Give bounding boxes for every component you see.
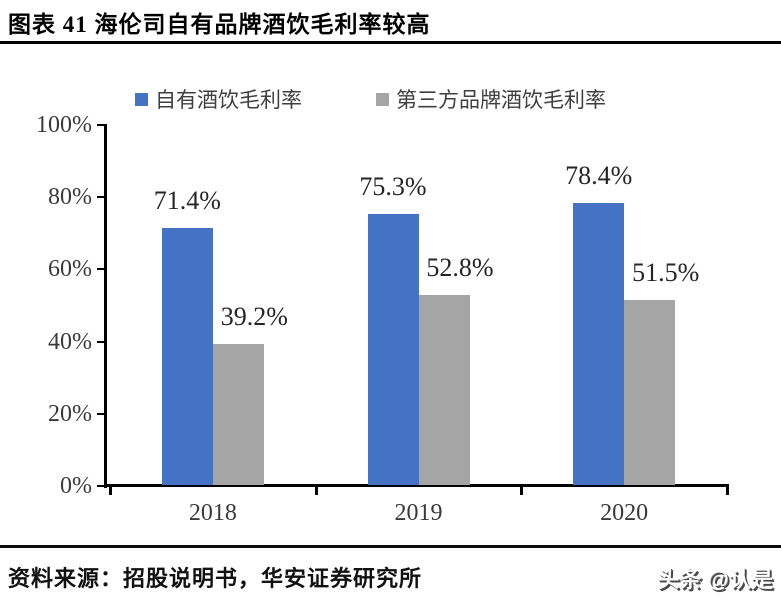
bar-value-label: 51.5%	[632, 258, 700, 287]
y-axis-line	[104, 125, 107, 488]
bar-value-label: 78.4%	[565, 161, 633, 190]
y-axis-tick	[97, 268, 107, 271]
y-axis-tick-label: 100%	[36, 112, 92, 138]
bar-自有酒饮毛利率-2019	[367, 214, 419, 485]
watermark: 头条 @认是	[657, 567, 773, 592]
y-axis-tick-label: 0%	[60, 473, 92, 499]
x-axis-tick	[520, 487, 524, 495]
x-axis-category-label: 2019	[394, 500, 443, 526]
bar-value-label: 75.3%	[359, 172, 427, 201]
bar-第三方品牌酒饮毛利率-2018	[212, 344, 264, 485]
chart-legend: 自有酒饮毛利率 第三方品牌酒饮毛利率	[135, 84, 606, 114]
y-axis-tick-label: 40%	[48, 328, 92, 355]
bar-value-label: 39.2%	[220, 302, 288, 331]
y-axis-tick	[97, 412, 107, 415]
legend-item: 自有酒饮毛利率	[135, 84, 302, 114]
bar-value-label: 71.4%	[153, 186, 221, 215]
x-axis-line	[104, 484, 729, 487]
legend-item: 第三方品牌酒饮毛利率	[376, 84, 606, 114]
legend-swatch-icon	[376, 92, 389, 106]
bar-第三方品牌酒饮毛利率-2020	[624, 300, 676, 485]
legend-label: 第三方品牌酒饮毛利率	[396, 88, 606, 112]
legend-label: 自有酒饮毛利率	[155, 88, 302, 112]
y-axis-tick	[97, 196, 107, 199]
figure-title: 图表 41 海伦司自有品牌酒饮毛利率较高	[8, 12, 431, 37]
y-axis-tick-label: 80%	[48, 184, 92, 211]
footer-divider	[0, 545, 781, 548]
legend-swatch-icon	[135, 92, 148, 106]
bar-value-label: 52.8%	[426, 253, 494, 282]
y-axis-tick-label: 60%	[48, 256, 92, 283]
x-axis-tick	[109, 487, 112, 495]
source-note: 资料来源：招股说明书，华安证券研究所	[8, 566, 423, 591]
x-axis-category-label: 2018	[188, 500, 237, 526]
y-axis-tick	[97, 124, 107, 126]
y-axis-tick	[97, 340, 107, 343]
x-axis-tick	[726, 487, 729, 495]
title-divider	[0, 41, 781, 44]
bar-自有酒饮毛利率-2020	[573, 203, 625, 485]
x-axis-tick	[314, 487, 318, 495]
y-axis-tick-label: 20%	[48, 400, 92, 427]
x-axis-category-label: 2020	[600, 500, 649, 526]
bar-自有酒饮毛利率-2018	[161, 228, 213, 485]
y-axis-tick	[97, 485, 107, 487]
bar-第三方品牌酒饮毛利率-2019	[418, 295, 470, 485]
